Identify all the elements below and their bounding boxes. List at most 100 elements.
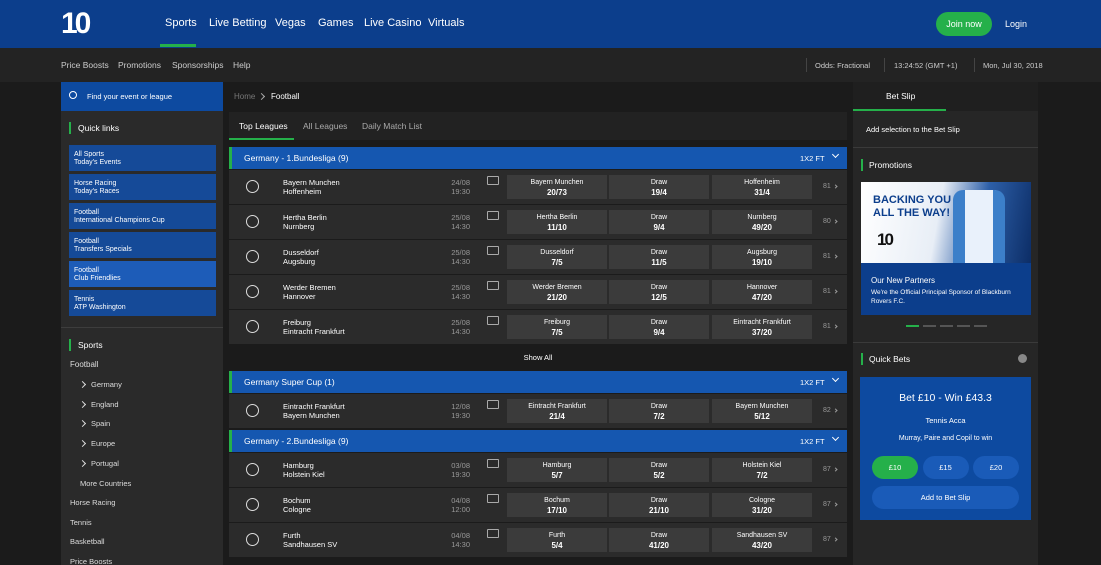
odds-button[interactable]: Eintracht Frankfurt 21/4	[507, 399, 607, 423]
tab[interactable]: Top Leagues	[239, 121, 288, 131]
logo[interactable]: 10	[61, 7, 91, 40]
stats-icon[interactable]	[487, 211, 499, 220]
odds-button[interactable]: Draw 21/10	[609, 493, 709, 517]
more-markets[interactable]: 87	[823, 536, 831, 543]
promo-banner[interactable]: BACKING YOU ALL THE WAY! 10	[861, 182, 1031, 263]
stats-icon[interactable]	[487, 281, 499, 290]
more-countries[interactable]: More Countries	[80, 479, 132, 488]
odds-button[interactable]: Hannover 47/20	[712, 280, 812, 304]
more-markets[interactable]: 80	[823, 218, 831, 225]
odds-button[interactable]: Sandhausen SV 43/20	[712, 528, 812, 552]
country-link[interactable]: England	[91, 399, 119, 409]
home-team[interactable]: Eintracht Frankfurt	[283, 402, 345, 411]
home-team[interactable]: Furth	[283, 531, 301, 540]
odds-button[interactable]: Bochum 17/10	[507, 493, 607, 517]
odds-button[interactable]: Eintracht Frankfurt 37/20	[712, 315, 812, 339]
more-markets[interactable]: 82	[823, 407, 831, 414]
carousel-dot[interactable]	[923, 325, 936, 327]
carousel-dot[interactable]	[940, 325, 953, 327]
carousel-dot[interactable]	[906, 325, 919, 327]
search-text[interactable]: Find your event or league	[87, 92, 173, 101]
home-team[interactable]: Bayern Munchen	[283, 178, 340, 187]
breadcrumb-home[interactable]: Home	[234, 92, 256, 101]
sport-link[interactable]: Basketball	[70, 537, 105, 547]
odds-button[interactable]: Werder Bremen 21/20	[507, 280, 607, 304]
odds-button[interactable]: Cologne 31/20	[712, 493, 812, 517]
nav-link[interactable]: Virtuals	[428, 17, 465, 29]
odds-button[interactable]: Draw 11/5	[609, 245, 709, 269]
stats-icon[interactable]	[487, 246, 499, 255]
nav-link[interactable]: Live Betting	[209, 17, 267, 29]
more-markets[interactable]: 81	[823, 323, 831, 330]
odds-button[interactable]: Draw 12/5	[609, 280, 709, 304]
login-link[interactable]: Login	[1005, 19, 1028, 29]
subnav-link[interactable]: Promotions	[118, 60, 161, 70]
sport-link[interactable]: Horse Racing	[70, 498, 116, 507]
carousel-dot[interactable]	[974, 325, 987, 327]
away-team[interactable]: Augsburg	[283, 257, 316, 266]
sport-link[interactable]: Tennis	[70, 517, 92, 527]
away-team[interactable]: Hoffenheim	[283, 187, 322, 196]
more-markets[interactable]: 87	[823, 466, 831, 473]
quick-link[interactable]: Football International Champions Cup	[69, 203, 216, 229]
home-team[interactable]: Bochum	[283, 496, 311, 505]
nav-link[interactable]: Games	[318, 17, 354, 29]
league-header[interactable]: Germany Super Cup (1) 1X2 FT	[229, 371, 847, 393]
stats-icon[interactable]	[487, 494, 499, 503]
more-markets[interactable]: 87	[823, 501, 831, 508]
subnav-link[interactable]: Sponsorships	[172, 60, 224, 70]
stats-icon[interactable]	[487, 400, 499, 409]
league-header[interactable]: Germany - 2.Bundesliga (9) 1X2 FT	[229, 430, 847, 452]
stake-button[interactable]: £15	[922, 456, 969, 479]
stats-icon[interactable]	[487, 459, 499, 468]
home-team[interactable]: Hamburg	[283, 461, 314, 470]
country-link[interactable]: Germany	[91, 380, 122, 389]
stats-icon[interactable]	[487, 529, 499, 538]
quick-link[interactable]: Horse Racing Today's Races	[69, 174, 216, 200]
away-team[interactable]: Bayern Munchen	[283, 411, 340, 420]
nav-link[interactable]: Sports	[165, 17, 197, 29]
odds-button[interactable]: Hamburg 5/7	[507, 458, 607, 482]
add-button[interactable]: Add to Bet Slip	[872, 486, 1019, 509]
odds-button[interactable]: Draw 5/2	[609, 458, 709, 482]
country-link[interactable]: Portugal	[91, 458, 119, 468]
away-team[interactable]: Sandhausen SV	[283, 540, 338, 549]
odds-button[interactable]: Hertha Berlin 11/10	[507, 210, 607, 234]
subnav-link[interactable]: Price Boosts	[61, 60, 109, 70]
away-team[interactable]: Holstein Kiel	[283, 470, 325, 479]
more-markets[interactable]: 81	[823, 183, 831, 190]
away-team[interactable]: Eintracht Frankfurt	[283, 327, 345, 336]
sport-link[interactable]: Price Boosts	[70, 557, 113, 565]
country-link[interactable]: Spain	[91, 419, 111, 429]
odds-button[interactable]: Draw 19/4	[609, 175, 709, 199]
stake-button[interactable]: £10	[872, 456, 918, 479]
away-team[interactable]: Nurnberg	[283, 222, 315, 231]
show-all[interactable]: Show All	[523, 353, 553, 362]
odds-button[interactable]: Holstein Kiel 7/2	[712, 458, 812, 482]
odds-button[interactable]: Draw 9/4	[609, 210, 709, 234]
country-link[interactable]: Europe	[91, 439, 116, 449]
odds-button[interactable]: Nurnberg 49/20	[712, 210, 812, 234]
stats-icon[interactable]	[487, 316, 499, 325]
betslip-title[interactable]: Bet Slip	[886, 91, 916, 101]
odds-button[interactable]: Hoffenheim 31/4	[712, 175, 812, 199]
odds-button[interactable]: Augsburg 19/10	[712, 245, 812, 269]
away-team[interactable]: Cologne	[283, 505, 311, 514]
nav-link[interactable]: Vegas	[275, 17, 306, 29]
league-header[interactable]: Germany - 1.Bundesliga (9) 1X2 FT	[229, 147, 847, 169]
more-markets[interactable]: 81	[823, 288, 831, 295]
tab[interactable]: Daily Match List	[362, 121, 422, 131]
odds-button[interactable]: Furth 5/4	[507, 528, 607, 552]
odds-button[interactable]: Draw 9/4	[609, 315, 709, 339]
stats-icon[interactable]	[487, 176, 499, 185]
time[interactable]: 13:24:52 (GMT +1)	[894, 61, 958, 70]
odds-button[interactable]: Draw 41/20	[609, 528, 709, 552]
quick-link[interactable]: Football Club Friendlies	[69, 261, 216, 287]
tab[interactable]: All Leagues	[303, 121, 348, 131]
quick-link[interactable]: All Sports Today's Events	[69, 145, 216, 171]
carousel-dot[interactable]	[957, 325, 970, 327]
nav-link[interactable]: Live Casino	[364, 17, 422, 29]
odds-button[interactable]: Bayern Munchen 20/73	[507, 175, 607, 199]
subnav-link[interactable]: Help	[233, 60, 251, 70]
odds-button[interactable]: Bayern Munchen 5/12	[712, 399, 812, 423]
